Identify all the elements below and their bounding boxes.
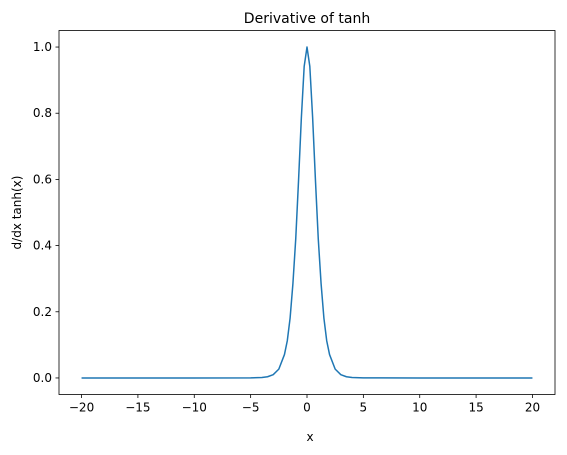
x-tick-label: 0 (303, 401, 311, 415)
y-tick-label: 0.4 (33, 239, 52, 253)
chart-title: Derivative of tanh (244, 11, 370, 27)
x-tick-label: −10 (182, 401, 207, 415)
x-tick-label: 5 (360, 401, 368, 415)
x-tick-label: −5 (242, 401, 260, 415)
x-axis-ticks: −20 −15 −10 −5 0 5 10 15 20 (69, 394, 540, 415)
y-tick-label: 0.0 (33, 371, 52, 385)
series-line (81, 46, 533, 379)
y-tick-label: 0.8 (33, 106, 52, 120)
y-tick-label: 0.2 (33, 305, 52, 319)
plot-area (58, 30, 556, 395)
y-axis-label: d/dx tanh(x) (10, 176, 24, 250)
x-tick-label: 10 (412, 401, 427, 415)
x-tick-label: 20 (525, 401, 540, 415)
y-tick-label: 0.6 (33, 172, 52, 186)
y-tick-label: 1.0 (33, 40, 52, 54)
x-tick-label: −20 (69, 401, 94, 415)
y-axis-ticks: 0.0 0.2 0.4 0.6 0.8 1.0 (33, 40, 59, 385)
x-axis-label: x (306, 430, 313, 444)
x-tick-label: 15 (468, 401, 483, 415)
x-tick-label: −15 (125, 401, 150, 415)
